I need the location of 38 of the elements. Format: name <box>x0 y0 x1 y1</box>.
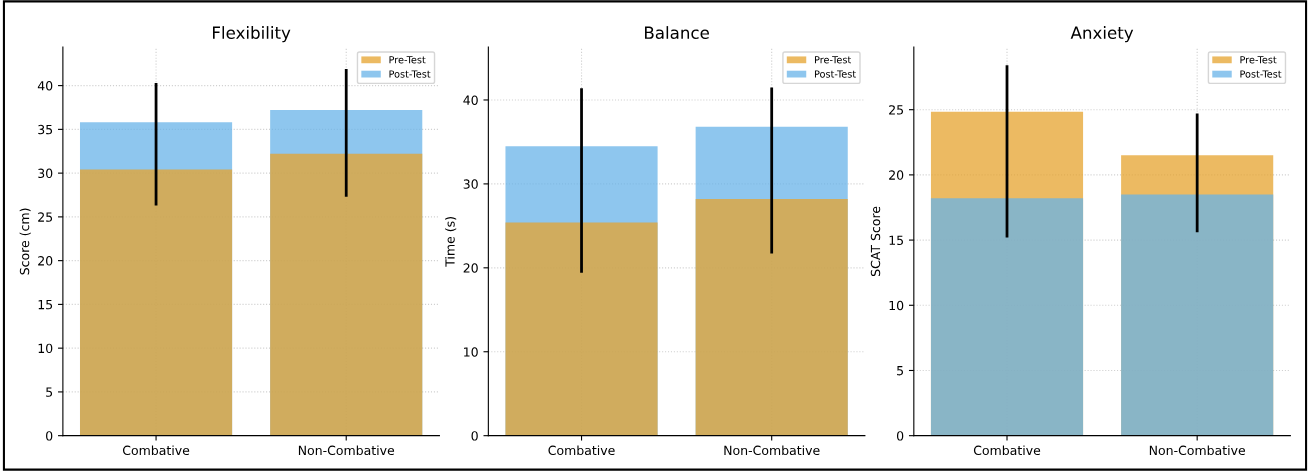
y-tick-label: 25 <box>38 212 53 222</box>
y-tick-label: 20 <box>463 263 478 273</box>
y-tick-label: 10 <box>38 343 53 354</box>
y-tick-label: 5 <box>897 366 904 376</box>
y-tick-label: 30 <box>38 168 53 179</box>
y-tick-label: 10 <box>464 347 478 357</box>
y-axis-title: SCAT Score <box>870 206 881 276</box>
legend-label: Pre-Test <box>1240 56 1277 64</box>
y-axis-title: Score (cm) <box>19 208 31 275</box>
y-tick-label: 25 <box>889 105 904 115</box>
legend-label: Post-Test <box>814 70 856 78</box>
y-axis-title: Time (s) <box>445 217 457 267</box>
legend-label: Pre-Test <box>814 56 852 64</box>
y-tick-label: 35 <box>38 124 53 135</box>
y-tick-label: 10 <box>889 300 904 311</box>
y-tick-label: 40 <box>463 95 478 105</box>
x-tick-label: Non-Combative <box>1149 445 1246 456</box>
y-tick-label: 20 <box>889 170 904 180</box>
legend-label: Post-Test <box>389 70 431 78</box>
x-tick-label: Non-Combative <box>298 445 395 456</box>
chart-title: Balance <box>645 26 709 39</box>
y-tick-label: 5 <box>46 387 53 397</box>
chart-title: Anxiety <box>1070 26 1134 43</box>
y-tick-label: 15 <box>889 235 904 246</box>
x-tick-label: Non-Combative <box>724 445 820 456</box>
y-tick-label: 20 <box>38 256 53 266</box>
y-tick-label: 40 <box>37 81 53 91</box>
y-tick-label: 0 <box>471 431 478 441</box>
x-tick-label: Combative <box>122 445 190 456</box>
y-tick-label: 0 <box>46 431 53 441</box>
legend-label: Pre-Test <box>389 56 426 64</box>
chart-title: Flexibility <box>213 26 291 43</box>
y-tick-label: 15 <box>38 300 53 310</box>
x-tick-label: Combative <box>548 445 615 456</box>
legend-label: Post-Test <box>1240 70 1282 78</box>
y-tick-label: 0 <box>896 431 904 441</box>
y-tick-label: 30 <box>463 179 478 189</box>
x-tick-label: Combative <box>973 445 1041 456</box>
